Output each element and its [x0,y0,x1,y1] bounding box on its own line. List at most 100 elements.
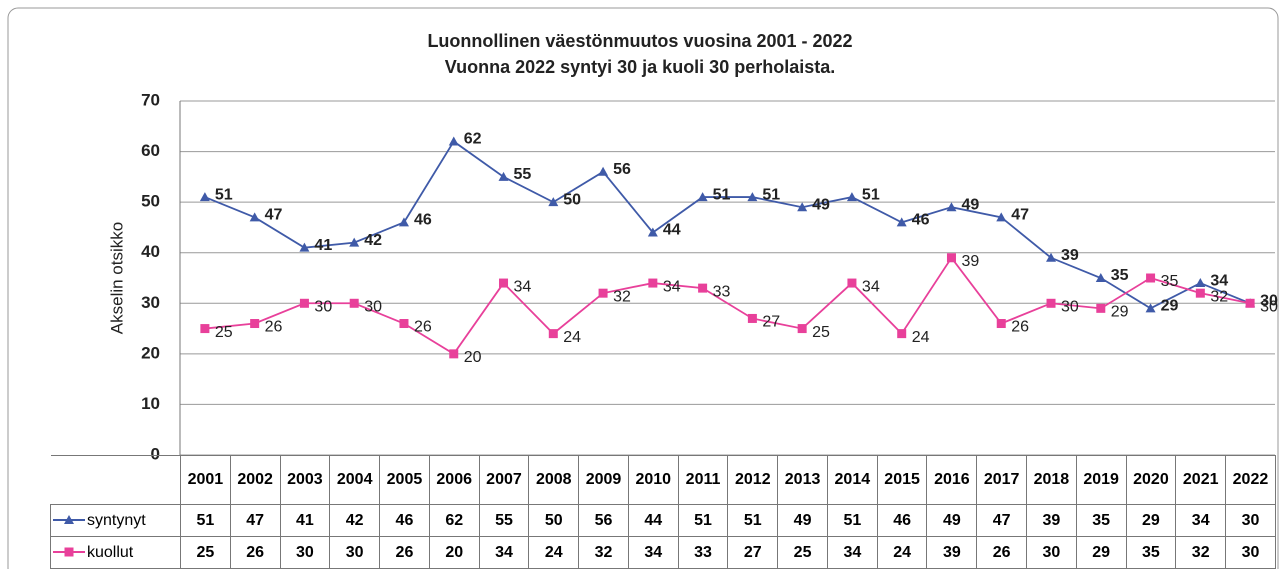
data-label: 39 [961,253,979,270]
data-label: 44 [663,222,681,239]
table-value: 26 [976,536,1028,569]
data-label: 30 [1260,293,1278,310]
table-row: syntynyt 51 47 41 42 46 62 55 50 56 44 51 51 49 51 46 49… [50,504,1276,537]
y-tick-label: 60 [141,141,160,160]
table-value: 20 [428,536,480,569]
marker [946,202,957,212]
x-tick-label: 2020 [1125,455,1177,505]
table-value: 50 [528,504,580,537]
legend-label: syntynyt [87,511,146,529]
data-label: 30 [1061,299,1079,316]
marker [349,298,359,308]
data-label: 34 [862,278,880,295]
data-label: 26 [414,319,432,336]
table-value: 26 [379,536,430,569]
chart-subtitle: Vuonna 2022 syntyi 30 ja kuoli 30 perhol… [445,57,836,77]
x-tick-label: 2008 [528,455,580,505]
table-value: 33 [677,536,729,569]
data-label: 34 [514,278,532,295]
data-label: 27 [762,314,780,331]
table-value: 47 [229,504,281,537]
table-header-row: 2001 2002 2003 2004 2005 2006 2007 2008 2009 2010… [50,455,1276,505]
x-tick-label: 2006 [428,455,480,505]
table-value: 34 [627,536,679,569]
marker [1145,303,1156,313]
marker [747,313,757,323]
table-value: 51 [826,504,878,537]
y-tick-label: 20 [141,343,160,362]
data-label: 24 [912,329,930,346]
x-tick-label: 2013 [777,455,828,505]
x-tick-label: 2022 [1225,455,1276,505]
y-tick-label: 30 [141,293,160,312]
x-tick-label: 2010 [627,455,679,505]
x-tick-label: 2015 [876,455,928,505]
data-label: 25 [812,324,830,341]
table-value: 44 [627,504,679,537]
table-value: 24 [876,536,928,569]
data-label: 29 [1161,298,1179,315]
marker [449,349,459,359]
table-value: 51 [677,504,729,537]
marker [199,192,210,202]
x-tick-label: 2003 [279,455,331,505]
data-label: 47 [265,207,283,224]
legend-key [53,547,85,557]
marker [846,192,857,202]
x-tick-label: 2011 [677,455,729,505]
table-value: 55 [478,504,530,537]
table-value: 30 [1225,536,1276,569]
table-value: 51 [727,504,779,537]
marker [1245,298,1255,308]
x-tick-label: 2002 [229,455,281,505]
y-tick-label: 70 [141,90,160,109]
marker [250,319,260,329]
data-label: 30 [1260,299,1278,316]
marker [498,171,509,181]
marker [698,283,708,293]
data-label: 25 [215,324,233,341]
table-value: 26 [229,536,281,569]
legend-key [53,515,85,525]
table-value: 62 [428,504,480,537]
x-tick-label: 2005 [379,455,430,505]
marker [1195,278,1206,288]
marker [1095,273,1106,282]
y-tick-label: 50 [141,192,160,211]
marker [499,278,509,288]
marker [1146,273,1156,283]
marker [747,192,758,202]
legend-entry: syntynyt [50,504,181,537]
marker [399,319,409,329]
marker [299,298,309,308]
y-tick-label: 0 [151,444,160,463]
frame-border [7,7,1279,569]
data-label: 24 [563,329,581,346]
marker [548,197,559,207]
marker [996,319,1006,329]
marker [448,136,459,146]
x-tick-label: 2009 [578,455,629,505]
table-value: 29 [1125,504,1177,537]
marker [64,515,74,525]
data-label: 26 [1011,319,1029,336]
data-label: 20 [464,349,482,366]
data-label: 34 [1210,272,1228,289]
table-value: 32 [1175,536,1227,569]
x-tick-label: 2019 [1075,455,1127,505]
data-label: 42 [364,232,382,249]
marker [648,278,658,288]
marker [64,547,74,557]
marker [797,202,808,212]
data-label: 30 [364,299,382,316]
table-value: 46 [876,504,928,537]
table-value: 49 [777,504,828,537]
chart-title: Luonnollinen väestönmuutos vuosina 2001 … [427,31,852,51]
y-tick-label: 10 [141,394,160,413]
data-label: 56 [613,161,631,178]
legend-label: kuollut [87,543,134,561]
table-value: 46 [379,504,430,537]
table-value: 56 [578,504,629,537]
data-label: 51 [215,186,233,203]
